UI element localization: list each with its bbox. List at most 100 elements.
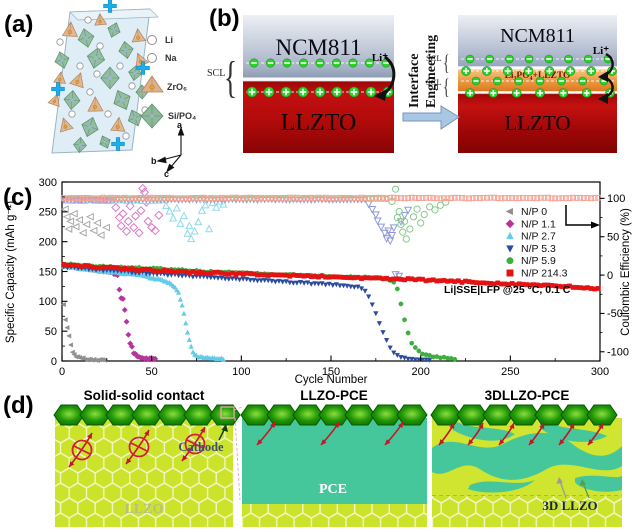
y-tick-left: 250 (39, 207, 57, 219)
y-tick-right: 0 (607, 270, 613, 282)
y-tick-left: 200 (39, 236, 57, 248)
panel-a-legend: Li Na ZrO₆ Si/PO₄ (140, 35, 196, 129)
y-tick-left: 50 (45, 326, 57, 338)
scl-label-after-bottom: SCL (426, 77, 442, 87)
zro6-polyhedron-icon (140, 75, 164, 93)
crystal-axes-labels: a b c (151, 120, 183, 178)
legend-li: Li (165, 35, 173, 45)
interface-engineering-label: Interface Engineering (400, 16, 446, 108)
y-tick-left: 0 (51, 356, 57, 368)
scl-brace-before: { (224, 53, 238, 102)
legend-item-N/P 5.9: N/P 5.9 (506, 255, 556, 267)
block2-title: LLZO-PCE (300, 388, 368, 403)
panel-c-label: (c) (3, 184, 32, 211)
ce-series-N/P 0 CE (60, 205, 110, 240)
legend-sipo4: Si/PO₄ (168, 111, 196, 121)
cathode-label: Cathode (178, 440, 224, 454)
axis-c-label: c (164, 169, 169, 178)
process-arrow-icon (402, 105, 460, 130)
before-interface-block: NCM811 LLZTO Li⁺ (243, 15, 394, 153)
legend-label: N/P 1.1 (521, 218, 556, 230)
block1-title: Solid-solid contact (84, 388, 205, 403)
ce-series-N/P 214.3 CE (60, 194, 602, 202)
y-tick-left: 150 (39, 266, 57, 278)
chart-series (60, 183, 602, 363)
legend-item-N/P 5.3: N/P 5.3 (506, 243, 556, 255)
legend-label: N/P 214.3 (521, 268, 568, 280)
na-atom-icon (147, 53, 157, 63)
x-tick: 250 (501, 366, 519, 378)
legend-item-N/P 2.7: N/P 2.7 (506, 231, 556, 243)
x-tick: 150 (322, 366, 340, 378)
scl-label-before: SCL (207, 68, 226, 79)
panel-a-crystal-structure: (a) Li Na ZrO₆ Si/PO₄ (4, 0, 196, 178)
y-tick-left: 100 (39, 296, 57, 308)
legend-label: N/P 5.9 (521, 255, 556, 267)
legend-label: N/P 5.3 (521, 243, 556, 255)
scl-label-after-top: SCL (426, 53, 442, 63)
x-tick: 300 (591, 366, 609, 378)
ncm811-label-before: NCM811 (275, 35, 362, 60)
interlayer-label: Li₃PO₄+LLZTO (504, 71, 571, 81)
capacity-series-N/P 2.7 (61, 263, 227, 362)
engineering-word: Engineering (423, 34, 439, 108)
lattice-plus-icon (103, 0, 117, 13)
li-ion-label-before: Li⁺ (371, 52, 388, 64)
llzo-body (55, 418, 233, 527)
interface-word: Interface (406, 53, 422, 108)
x-tick: 50 (146, 366, 158, 378)
x-tick: 200 (411, 366, 429, 378)
llzto-label-before: LLZTO (280, 110, 357, 136)
unit-cell-top-face (69, 8, 159, 21)
cell-condition-annotation: Li|SSE|LFP @25 °C, 0.1 C (444, 284, 571, 296)
y-tick-left: 300 (39, 177, 57, 189)
chart-legend: N/P 0N/P 1.1N/P 2.7N/P 5.3N/P 5.9N/P 214… (505, 206, 568, 280)
cathode-pointer-arrow-icon (218, 424, 228, 441)
li-ion-label-after: Li⁺ (592, 45, 609, 57)
lattice-plus-icon (136, 61, 150, 75)
cycling-chart: (c) 0 50 100 150 200 250 300 0 50 100 150 200 250 300… (3, 177, 632, 386)
legend-na: Na (165, 53, 177, 63)
x-axis-label: Cycle Number (295, 374, 368, 386)
legend-label: N/P 2.7 (521, 231, 556, 243)
axis-a-label: a (177, 120, 183, 130)
legend-label: N/P 0 (521, 206, 547, 218)
panel-b-label: (b) (209, 5, 240, 32)
chart-ticks: 0 50 100 150 200 250 300 0 50 100 150 200 250 300 100 5… (39, 177, 629, 378)
panel-a-label: (a) (4, 11, 33, 38)
3d-llzo-swirl (432, 418, 622, 493)
lattice-plus-icon (111, 137, 125, 151)
axis-b-label: b (151, 156, 157, 166)
lattice-plus-icon (51, 82, 65, 96)
llzo-strip-3 (432, 496, 622, 527)
y-tick-right: 100 (607, 193, 625, 205)
llzto-label-after: LLZTO (504, 111, 571, 135)
zoom-callout-icon (220, 406, 243, 501)
y-tick-right: -100 (607, 347, 629, 359)
scl-brace-after-top: { (443, 50, 450, 75)
after-interface-block: NCM811 Li₃PO₄+LLZTO LLZTO Li⁺ (458, 15, 617, 153)
lattice-marker-icons (51, 0, 150, 151)
panel-d-label: (d) (3, 392, 34, 419)
capacity-series-N/P 214.3 (61, 262, 601, 292)
block3-title: 3DLLZO-PCE (485, 388, 570, 403)
x-tick: 100 (232, 366, 250, 378)
li-atom-icon (147, 35, 157, 45)
right-axis-indicator-icon (565, 205, 600, 229)
ncm811-label-after: NCM811 (500, 25, 575, 47)
pce-label: PCE (319, 482, 347, 497)
y-tick-right: 50 (607, 232, 619, 244)
legend-item-N/P 0: N/P 0 (505, 206, 547, 218)
x-tick: 0 (59, 366, 65, 378)
3d-llzo-label: 3D LLZO (542, 498, 597, 513)
llzo-strip-2 (242, 504, 427, 527)
capacity-series-N/P 0 (60, 302, 108, 363)
ion-transport-arrows (68, 421, 604, 468)
legend-item-N/P 214.3: N/P 214.3 (506, 268, 568, 280)
sipo4-polyhedron-icon (140, 103, 164, 129)
legend-item-N/P 1.1: N/P 1.1 (505, 218, 556, 230)
3d-llzo-pointer-arrows (556, 477, 590, 499)
legend-zro6: ZrO₆ (167, 82, 187, 92)
crystal-axes-icon (156, 126, 185, 173)
